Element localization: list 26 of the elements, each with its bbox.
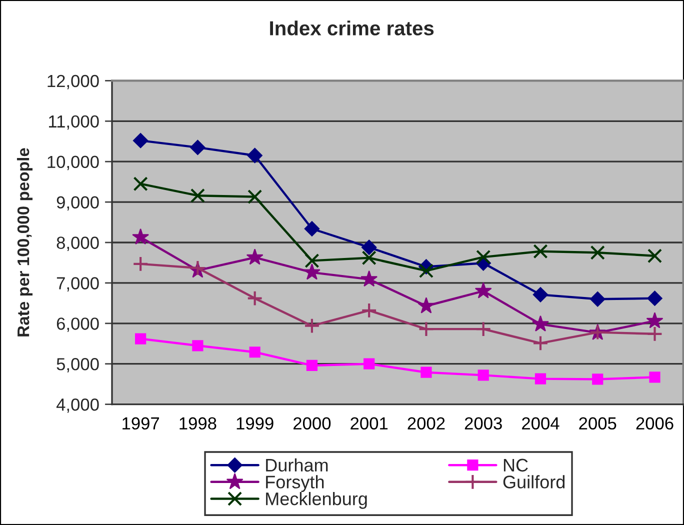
y-tick-label: 9,000 <box>56 196 99 211</box>
legend-label: Mecklenburg <box>266 492 367 509</box>
x-tick-label: 1998 <box>180 417 216 430</box>
chart-title: Index crime rates <box>270 20 434 36</box>
y-tick-label: 4,000 <box>56 398 99 413</box>
x-tick-label: 1999 <box>236 417 274 430</box>
x-tick-label: 2006 <box>636 417 674 430</box>
x-tick-label: 2003 <box>464 417 502 430</box>
x-tick-label: 1997 <box>122 417 160 430</box>
y-tick-label: 6,000 <box>56 318 99 332</box>
x-tick-label: 2000 <box>294 417 331 430</box>
y-tick-label: 8,000 <box>56 236 99 252</box>
legend-label: NC <box>504 458 528 472</box>
y-tick-label: 11,000 <box>49 115 99 130</box>
x-tick-label: 2001 <box>350 417 388 430</box>
x-tick-label: 2005 <box>579 417 616 430</box>
legend-label: Guilford <box>503 475 565 488</box>
y-tick-label: 10,000 <box>48 156 99 170</box>
x-tick-label: 2002 <box>408 417 445 430</box>
legend-label: Forsyth <box>266 475 324 492</box>
y-tick-label: 12,000 <box>48 74 99 90</box>
y-axis-title: Rate per 100,000 people <box>16 148 33 336</box>
y-tick-label: 5,000 <box>56 358 99 372</box>
legend-label: Durham <box>266 458 328 472</box>
y-tick-label: 7,000 <box>56 277 99 292</box>
x-tick-label: 2004 <box>522 417 560 430</box>
